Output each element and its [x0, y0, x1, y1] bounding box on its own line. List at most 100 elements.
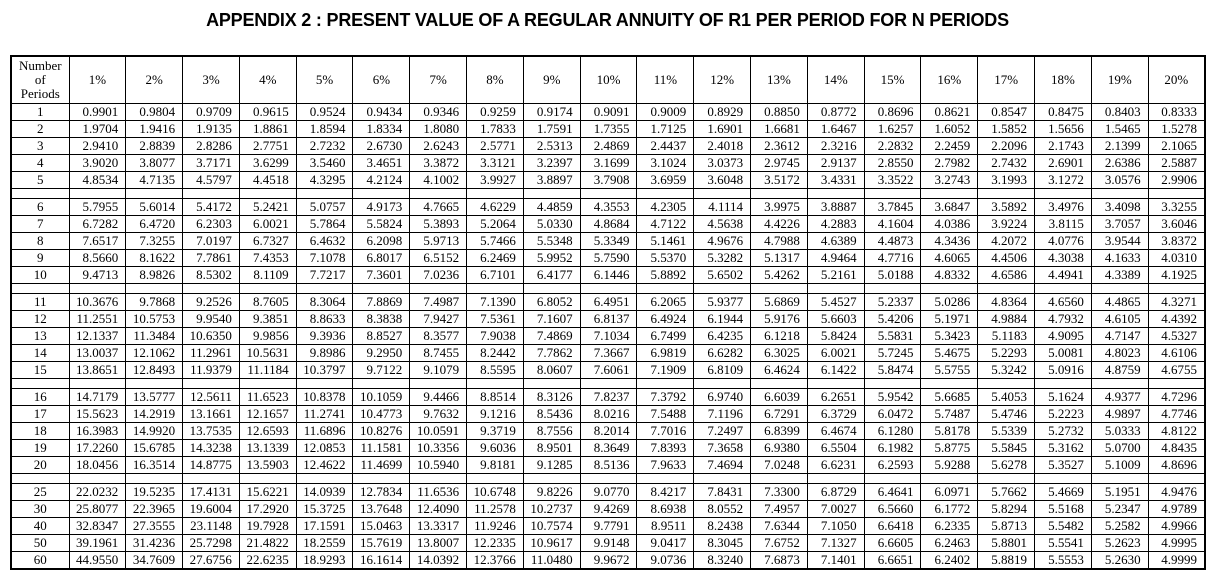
- value-cell: 7.0027: [806, 499, 865, 518]
- spacer-cell: [1147, 282, 1206, 294]
- value-cell: 10.3356: [409, 438, 468, 457]
- value-cell: 6.4951: [579, 292, 638, 311]
- period-header-line: Periods: [20, 85, 60, 101]
- value-cell: 7.6517: [68, 231, 127, 250]
- spacer-cell: [977, 377, 1036, 389]
- value-cell: 3.4331: [806, 170, 865, 189]
- value-cell: 4.9897: [1090, 404, 1149, 423]
- value-cell: 5.2630: [1090, 550, 1149, 569]
- value-cell: 5.3893: [409, 214, 468, 233]
- spacer-cell: [10, 282, 70, 294]
- value-cell: 8.3045: [693, 533, 752, 552]
- value-cell: 4.5327: [1147, 326, 1206, 345]
- value-cell: 13.5777: [125, 387, 184, 406]
- value-cell: 4.7147: [1090, 326, 1149, 345]
- value-cell: 6.5660: [863, 499, 922, 518]
- table-row: 13 12.1337 11.3484 10.6350 9.9856 9.3936 8.852…: [10, 326, 1206, 345]
- value-cell: 6.4632: [295, 231, 354, 250]
- value-cell: 7.4987: [409, 292, 468, 311]
- value-cell: 3.7057: [1090, 214, 1149, 233]
- period-cell: 10: [10, 265, 70, 284]
- value-cell: 7.1078: [295, 248, 354, 267]
- value-cell: 5.3242: [977, 360, 1036, 379]
- value-cell: 11.6536: [409, 482, 468, 501]
- spacer-cell: [863, 472, 922, 484]
- table-row: 8 7.6517 7.3255 7.0197 6.7327 6.4632 6.2098 5.9…: [10, 231, 1206, 250]
- value-cell: 14.9920: [125, 421, 184, 440]
- page-title: APPENDIX 2 : PRESENT VALUE OF A REGULAR …: [206, 10, 1009, 30]
- value-cell: 15.5623: [68, 404, 127, 423]
- spacer-cell: [863, 282, 922, 294]
- spacer-cell: [125, 377, 184, 389]
- table-row: 3 2.9410 2.8839 2.8286 2.7751 2.7232 2.6730 2.6…: [10, 136, 1206, 155]
- value-cell: 4.7665: [409, 197, 468, 216]
- period-cell: 4: [10, 153, 70, 172]
- spacer-cell: [352, 472, 411, 484]
- value-cell: 17.4131: [182, 482, 240, 501]
- value-cell: 1.6257: [863, 119, 922, 138]
- value-cell: 5.5553: [1034, 550, 1092, 569]
- value-cell: 4.0776: [1034, 231, 1092, 250]
- value-cell: 3.6959: [636, 170, 695, 189]
- value-cell: 5.8713: [977, 516, 1036, 535]
- value-cell: 8.8527: [352, 326, 411, 345]
- value-cell: 9.2950: [352, 343, 411, 362]
- value-cell: 4.2305: [636, 197, 695, 216]
- value-cell: 19.5235: [125, 482, 184, 501]
- spacer-cell: [409, 282, 468, 294]
- value-cell: 13.8651: [68, 360, 127, 379]
- spacer-cell: [10, 472, 70, 484]
- value-cell: 5.2223: [1034, 404, 1092, 423]
- period-cell: 2: [10, 119, 70, 138]
- value-cell: 7.9633: [636, 455, 695, 474]
- value-cell: 5.3527: [1034, 455, 1092, 474]
- value-cell: 9.9540: [182, 309, 240, 328]
- spacer-cell: [295, 187, 354, 199]
- value-cell: 8.3126: [522, 387, 581, 406]
- spacer-cell: [693, 472, 752, 484]
- value-cell: 3.5460: [295, 153, 354, 172]
- value-cell: 11.6523: [238, 387, 297, 406]
- value-cell: 5.0286: [920, 292, 979, 311]
- annuity-table: Number of Periods 1% 2% 3% 4% 5% 6% 7% 8% 9% 10% 1…: [10, 55, 1206, 570]
- spacer-cell: [1090, 472, 1149, 484]
- value-cell: 5.4262: [750, 265, 808, 284]
- spacer-cell: [750, 187, 808, 199]
- rate-column-header: 12%: [693, 55, 752, 104]
- value-cell: 7.3667: [579, 343, 638, 362]
- value-cell: 5.6685: [920, 387, 979, 406]
- value-cell: 13.7648: [352, 499, 411, 518]
- period-cell: 8: [10, 231, 70, 250]
- value-cell: 4.6755: [1147, 360, 1206, 379]
- value-cell: 1.6901: [693, 119, 752, 138]
- value-cell: 4.8023: [1090, 343, 1149, 362]
- value-cell: 5.0700: [1090, 438, 1149, 457]
- value-cell: 12.6593: [238, 421, 297, 440]
- value-cell: 2.5887: [1147, 153, 1206, 172]
- value-cell: 10.8378: [295, 387, 354, 406]
- value-cell: 2.5771: [466, 136, 524, 155]
- value-cell: 8.5302: [182, 265, 240, 284]
- value-cell: 6.6231: [806, 455, 865, 474]
- value-cell: 5.8178: [920, 421, 979, 440]
- value-cell: 5.8424: [806, 326, 865, 345]
- value-cell: 5.4669: [1034, 482, 1092, 501]
- value-cell: 4.9966: [1147, 516, 1206, 535]
- value-cell: 5.3349: [579, 231, 638, 250]
- rate-column-header: 10%: [579, 55, 638, 104]
- value-cell: 2.6386: [1090, 153, 1149, 172]
- value-cell: 8.5136: [579, 455, 638, 474]
- value-cell: 9.8181: [466, 455, 524, 474]
- spacer-cell: [920, 187, 979, 199]
- value-cell: 5.7864: [295, 214, 354, 233]
- period-cell: 15: [10, 360, 70, 379]
- rate-column-header: 13%: [750, 55, 808, 104]
- value-cell: 5.0188: [863, 265, 922, 284]
- value-cell: 4.4506: [977, 248, 1036, 267]
- period-cell: 5: [10, 170, 70, 189]
- value-cell: 5.5541: [1034, 533, 1092, 552]
- value-cell: 7.1401: [806, 550, 865, 569]
- value-cell: 11.0480: [522, 550, 581, 569]
- value-cell: 3.0576: [1090, 170, 1149, 189]
- spacer-cell: [466, 472, 524, 484]
